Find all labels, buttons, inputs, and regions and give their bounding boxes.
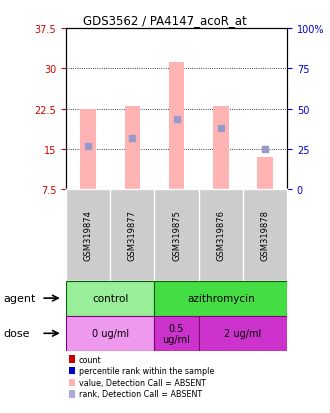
Text: percentile rank within the sample: percentile rank within the sample — [79, 366, 214, 375]
Text: GSM319877: GSM319877 — [128, 210, 137, 261]
Text: GDS3562 / PA4147_acoR_at: GDS3562 / PA4147_acoR_at — [83, 14, 247, 27]
Text: control: control — [92, 293, 128, 304]
Bar — [81, 109, 96, 190]
Text: value, Detection Call = ABSENT: value, Detection Call = ABSENT — [79, 378, 206, 387]
Text: GSM319875: GSM319875 — [172, 210, 181, 261]
Bar — [154, 316, 199, 351]
Bar — [125, 107, 140, 190]
Text: GSM319874: GSM319874 — [83, 210, 93, 261]
Bar — [69, 379, 75, 386]
Bar — [169, 63, 184, 190]
Text: GSM319876: GSM319876 — [216, 210, 225, 261]
Text: rank, Detection Call = ABSENT: rank, Detection Call = ABSENT — [79, 389, 202, 399]
Bar — [199, 316, 287, 351]
Text: agent: agent — [3, 293, 36, 304]
Bar — [66, 316, 154, 351]
Bar — [66, 281, 154, 316]
Bar — [69, 356, 75, 363]
Text: GSM319878: GSM319878 — [260, 210, 270, 261]
Text: azithromycin: azithromycin — [187, 293, 255, 304]
Text: dose: dose — [3, 328, 30, 339]
Text: count: count — [79, 355, 101, 364]
Bar — [213, 107, 228, 190]
Text: 2 ug/ml: 2 ug/ml — [224, 328, 261, 339]
Bar — [69, 367, 75, 375]
Text: 0 ug/ml: 0 ug/ml — [92, 328, 129, 339]
Text: 0.5
ug/ml: 0.5 ug/ml — [163, 323, 190, 344]
Bar — [154, 281, 287, 316]
Bar — [257, 158, 273, 190]
Bar — [69, 390, 75, 398]
